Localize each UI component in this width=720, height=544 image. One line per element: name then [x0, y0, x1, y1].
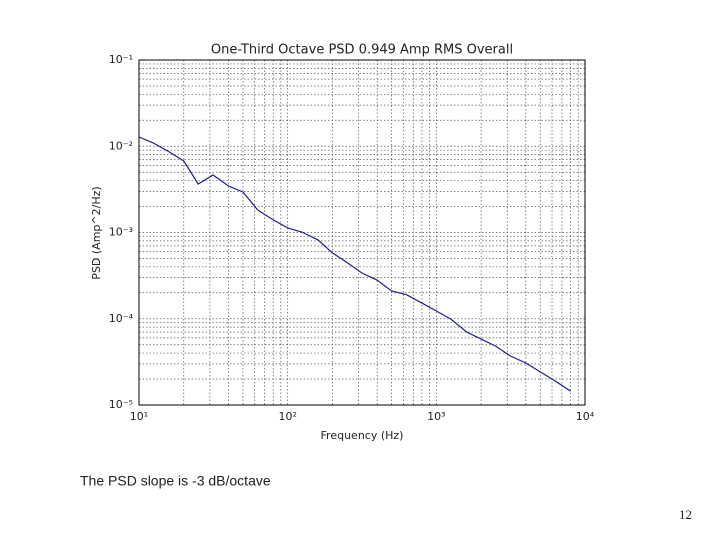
caption: The PSD slope is -3 dB/octave [80, 473, 271, 489]
y-tick-label: 10⁻⁵ [109, 398, 133, 411]
chart-title: One-Third Octave PSD 0.949 Amp RMS Overa… [211, 43, 513, 58]
y-tick-label: 10⁻⁴ [109, 312, 134, 325]
y-axis-label: PSD (Amp^2/Hz) [90, 186, 103, 279]
page-number: 12 [679, 507, 692, 522]
x-tick-label: 10³ [427, 410, 445, 423]
y-tick-label: 10⁻² [109, 139, 133, 152]
plot-frame [138, 59, 586, 406]
y-tick-label: 10⁻³ [109, 226, 133, 239]
x-axis-label: Frequency (Hz) [321, 429, 404, 442]
x-tick-label: 10² [278, 410, 296, 423]
x-tick-label: 10⁴ [576, 410, 595, 423]
y-tick-label: 10⁻¹ [109, 53, 133, 66]
series-line [138, 136, 571, 392]
x-tick-label: 10¹ [130, 410, 148, 423]
